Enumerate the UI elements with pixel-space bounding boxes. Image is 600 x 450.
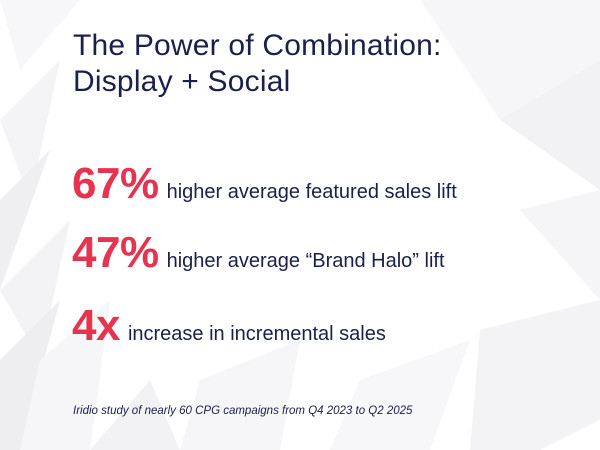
stat-description: higher average featured sales lift [166, 181, 457, 203]
stat-value: 4x [72, 301, 120, 350]
title-line-2: Display + Social [73, 65, 291, 98]
stat-description: higher average “Brand Halo” lift [166, 250, 445, 272]
stat-description: increase in incremental sales [127, 323, 386, 345]
slide-title: The Power of Combination: Display + Soci… [73, 28, 553, 100]
source-footnote: Iridio study of nearly 60 CPG campaigns … [73, 405, 413, 417]
title-line-1: The Power of Combination: [73, 29, 442, 62]
stat-value: 47% [72, 228, 159, 277]
stat-row-incremental-sales: 4x increase in incremental sales [72, 300, 386, 352]
stat-row-sales-lift: 67% higher average featured sales lift [72, 158, 457, 210]
stat-row-brand-halo: 47% higher average “Brand Halo” lift [72, 227, 445, 279]
stat-value: 67% [72, 159, 159, 208]
